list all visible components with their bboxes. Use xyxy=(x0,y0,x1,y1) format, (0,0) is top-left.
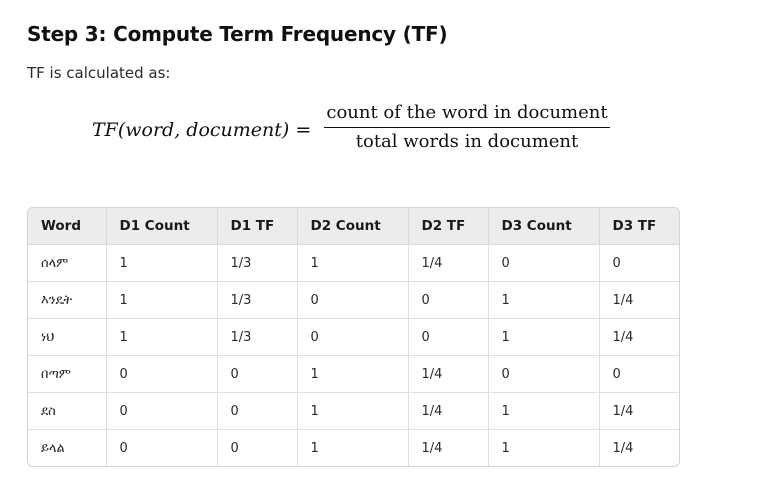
formula-denominator: total words in document xyxy=(355,131,579,152)
header-d3-tf: D3 TF xyxy=(599,208,679,245)
cell-d1-count: 0 xyxy=(106,392,218,430)
cell-d1-tf: 0 xyxy=(217,429,298,466)
table-row: ይላል 0 0 1 1/4 1 1/4 xyxy=(28,429,679,466)
table-row: ሰላም 1 1/3 1 1/4 0 0 xyxy=(28,244,679,282)
table-header-row: Word D1 Count D1 TF D2 Count D2 TF D3 Co… xyxy=(28,208,679,245)
header-d1-count: D1 Count xyxy=(106,208,218,245)
cell-d1-tf: 1/3 xyxy=(217,244,298,282)
cell-d3-tf: 1/4 xyxy=(599,392,679,430)
cell-d3-tf: 1/4 xyxy=(599,281,679,319)
cell-d2-tf: 1/4 xyxy=(408,244,489,282)
tf-table: Word D1 Count D1 TF D2 Count D2 TF D3 Co… xyxy=(27,207,680,467)
header-word: Word xyxy=(28,208,107,245)
cell-d3-count: 0 xyxy=(488,355,600,393)
cell-d2-tf: 1/4 xyxy=(408,429,489,466)
cell-d2-count: 0 xyxy=(297,281,409,319)
table-row: እንዴት 1 1/3 0 0 1 1/4 xyxy=(28,281,679,319)
table-row: ነህ 1 1/3 0 0 1 1/4 xyxy=(28,318,679,356)
cell-d1-count: 0 xyxy=(106,355,218,393)
table-row: ደስ 0 0 1 1/4 1 1/4 xyxy=(28,392,679,430)
tf-formula: TF(word, document) = count of the word i… xyxy=(92,102,632,164)
cell-d2-tf: 0 xyxy=(408,318,489,356)
cell-d3-count: 1 xyxy=(488,281,600,319)
header-d1-tf: D1 TF xyxy=(217,208,298,245)
section-heading: Step 3: Compute Term Frequency (TF) xyxy=(27,22,448,46)
fraction-bar xyxy=(324,127,610,128)
cell-d2-count: 1 xyxy=(297,392,409,430)
cell-word: ይላል xyxy=(28,429,107,466)
cell-d2-count: 0 xyxy=(297,318,409,356)
table-row: በጣም 0 0 1 1/4 0 0 xyxy=(28,355,679,393)
cell-d3-count: 0 xyxy=(488,244,600,282)
cell-word: ሰላም xyxy=(28,244,107,282)
cell-d1-count: 1 xyxy=(106,244,218,282)
cell-d2-tf: 1/4 xyxy=(408,392,489,430)
cell-d1-count: 1 xyxy=(106,281,218,319)
header-d2-count: D2 Count xyxy=(297,208,409,245)
cell-word: እንዴት xyxy=(28,281,107,319)
cell-d2-count: 1 xyxy=(297,355,409,393)
cell-word: በጣም xyxy=(28,355,107,393)
cell-d3-count: 1 xyxy=(488,392,600,430)
cell-d2-count: 1 xyxy=(297,429,409,466)
cell-d3-tf: 0 xyxy=(599,355,679,393)
cell-word: ነህ xyxy=(28,318,107,356)
intro-text: TF is calculated as: xyxy=(27,64,171,82)
cell-d1-count: 1 xyxy=(106,318,218,356)
cell-d3-tf: 0 xyxy=(599,244,679,282)
cell-d3-tf: 1/4 xyxy=(599,318,679,356)
cell-d2-count: 1 xyxy=(297,244,409,282)
cell-d2-tf: 1/4 xyxy=(408,355,489,393)
cell-d1-tf: 1/3 xyxy=(217,318,298,356)
cell-d1-tf: 0 xyxy=(217,355,298,393)
cell-d3-count: 1 xyxy=(488,429,600,466)
cell-d2-tf: 0 xyxy=(408,281,489,319)
header-d3-count: D3 Count xyxy=(488,208,600,245)
cell-d1-tf: 0 xyxy=(217,392,298,430)
header-d2-tf: D2 TF xyxy=(408,208,489,245)
cell-d3-count: 1 xyxy=(488,318,600,356)
cell-d1-tf: 1/3 xyxy=(217,281,298,319)
formula-fraction: count of the word in document total word… xyxy=(322,102,612,152)
cell-word: ደስ xyxy=(28,392,107,430)
formula-lhs: TF(word, document) = xyxy=(92,119,312,141)
cell-d3-tf: 1/4 xyxy=(612,440,634,456)
cell-d1-count: 0 xyxy=(106,429,218,466)
formula-numerator: count of the word in document xyxy=(326,102,608,123)
